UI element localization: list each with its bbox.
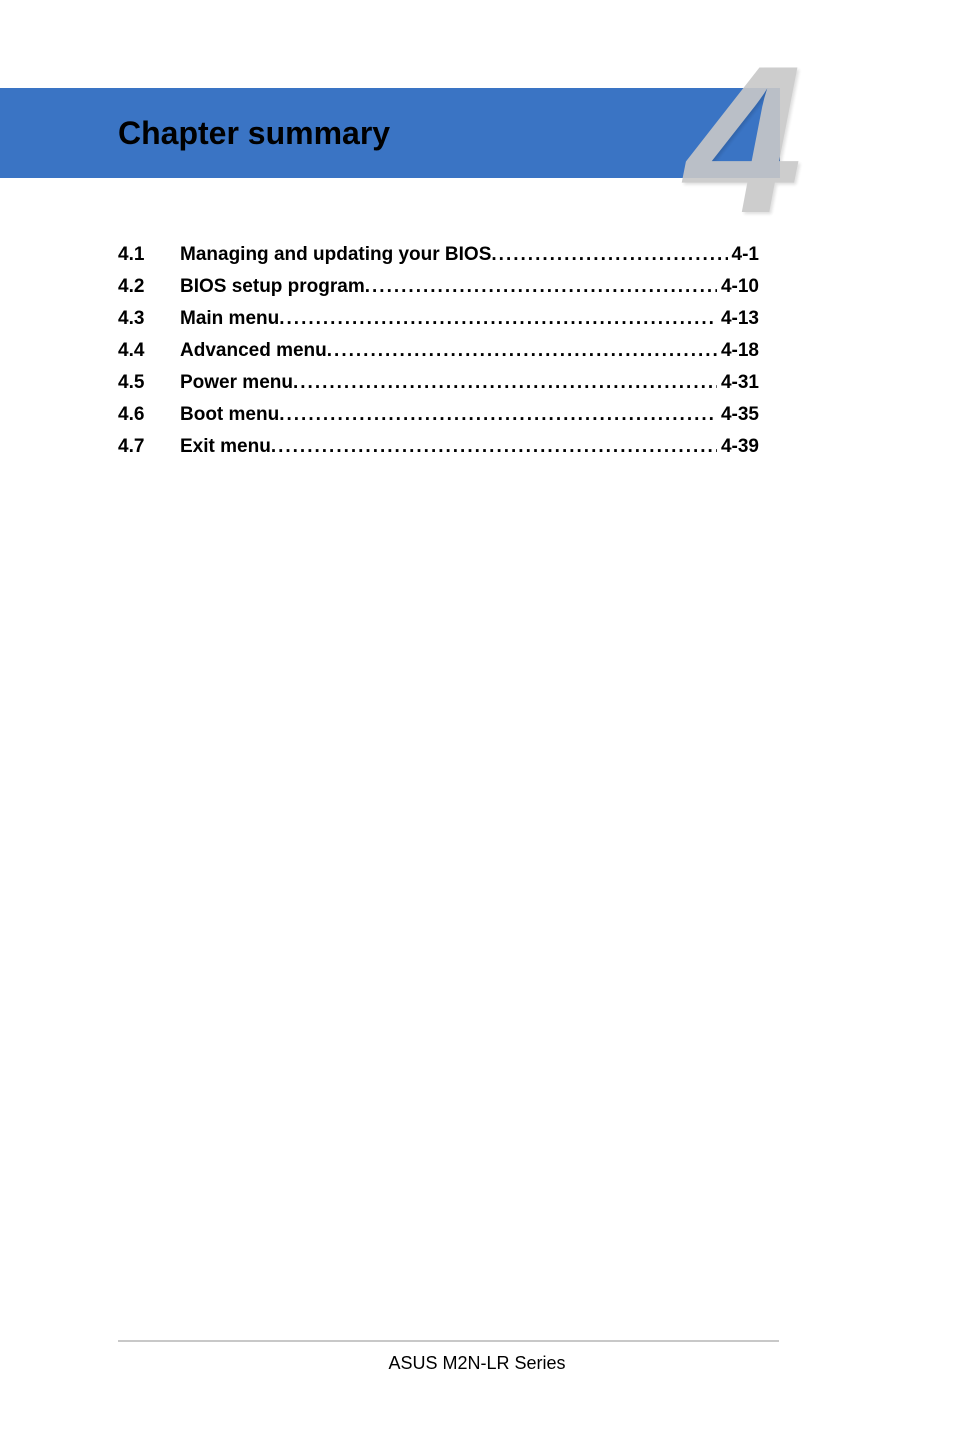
footer-rule <box>118 1340 779 1342</box>
toc-page-number: 4-10 <box>717 276 759 298</box>
toc-section-label: Advanced menu <box>180 340 327 362</box>
toc-row: 4.6 Boot menu 4-35 <box>118 404 759 426</box>
toc-section-label: Managing and updating your BIOS <box>180 244 491 266</box>
toc-section-label: Power menu <box>180 372 293 394</box>
toc-section-number: 4.5 <box>118 372 180 394</box>
toc-section-label: Main menu <box>180 308 279 330</box>
toc-row: 4.5 Power menu 4-31 <box>118 372 759 394</box>
toc-leader-dots <box>271 436 717 458</box>
chapter-number: 4 <box>685 35 794 245</box>
header-band: Chapter summary <box>0 88 780 178</box>
toc-section-number: 4.3 <box>118 308 180 330</box>
toc-page-number: 4-35 <box>717 404 759 426</box>
toc-section-label: Boot menu <box>180 404 279 426</box>
toc-row: 4.4 Advanced menu 4-18 <box>118 340 759 362</box>
header-title: Chapter summary <box>118 115 390 152</box>
toc-section-number: 4.7 <box>118 436 180 458</box>
toc-row: 4.1 Managing and updating your BIOS 4-1 <box>118 244 759 266</box>
toc-leader-dots <box>365 276 717 298</box>
toc-leader-dots <box>279 308 717 330</box>
toc-leader-dots <box>293 372 717 394</box>
toc-leader-dots <box>279 404 717 426</box>
toc-section-number: 4.2 <box>118 276 180 298</box>
toc-page-number: 4-18 <box>717 340 759 362</box>
toc-row: 4.2 BIOS setup program 4-10 <box>118 276 759 298</box>
toc-section-number: 4.4 <box>118 340 180 362</box>
toc-section-label: BIOS setup program <box>180 276 365 298</box>
toc-page-number: 4-31 <box>717 372 759 394</box>
toc-section-label: Exit menu <box>180 436 271 458</box>
toc-page-number: 4-13 <box>717 308 759 330</box>
toc: 4.1 Managing and updating your BIOS 4-1 … <box>118 244 759 468</box>
footer-text: ASUS M2N-LR Series <box>0 1353 954 1374</box>
toc-section-number: 4.6 <box>118 404 180 426</box>
toc-leader-dots <box>327 340 717 362</box>
toc-page-number: 4-39 <box>717 436 759 458</box>
toc-section-number: 4.1 <box>118 244 180 266</box>
toc-row: 4.3 Main menu 4-13 <box>118 308 759 330</box>
toc-row: 4.7 Exit menu 4-39 <box>118 436 759 458</box>
